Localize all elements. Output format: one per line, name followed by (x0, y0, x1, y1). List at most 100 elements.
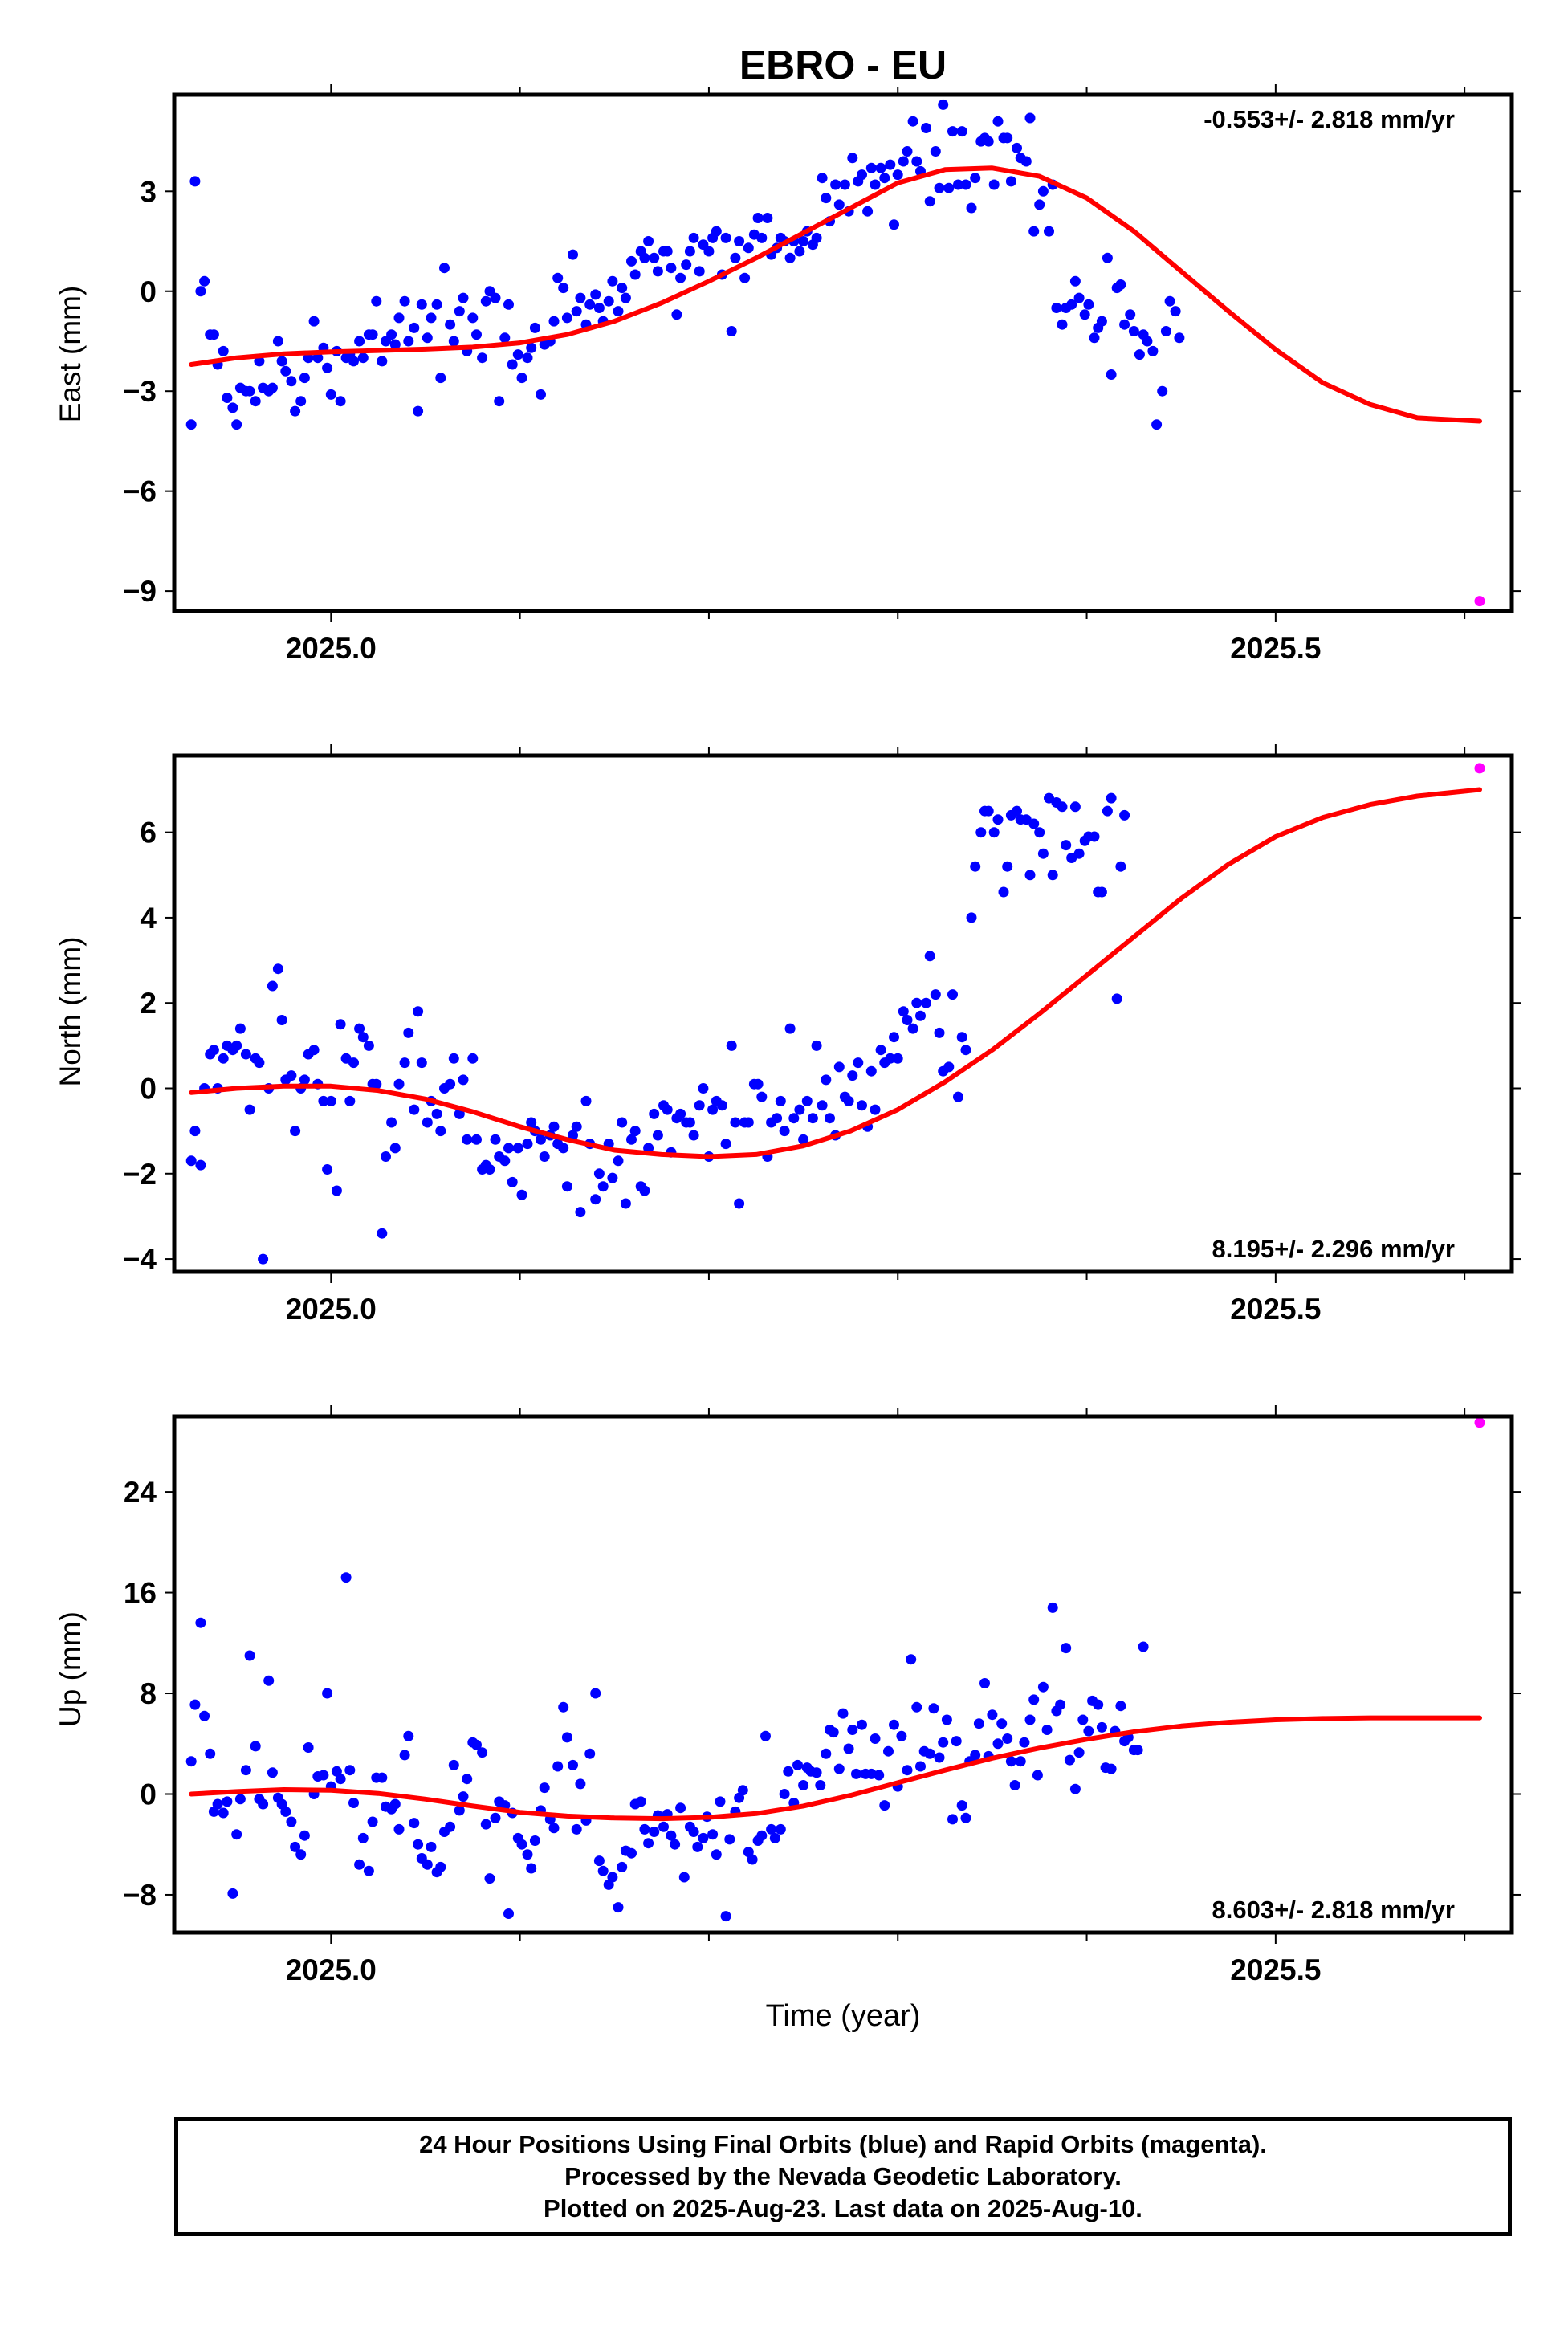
north-final-point (381, 1151, 391, 1162)
north-final-point (580, 1095, 592, 1106)
north-final-point (389, 1143, 401, 1154)
east-final-point (548, 316, 560, 327)
east-final-point (272, 336, 283, 347)
up-final-point (928, 1703, 939, 1714)
east-final-point (367, 329, 378, 340)
east-final-point (244, 385, 255, 397)
up-rate-label: 8.603+/- 2.818 mm/yr (1212, 1896, 1455, 1924)
east-final-point (1115, 279, 1126, 290)
east-final-point (593, 303, 605, 313)
north-final-point (607, 1172, 618, 1183)
east-final-point (389, 339, 401, 350)
east-x-tick-label: 2025.0 (286, 632, 377, 665)
north-final-point (756, 1091, 768, 1102)
up-final-point (938, 1737, 949, 1748)
up-final-point (779, 1789, 790, 1799)
footer-box: 24 Hour Positions Using Final Orbits (bl… (174, 2117, 1512, 2236)
footer-line-orbits: 24 Hour Positions Using Final Orbits (bl… (419, 2130, 1267, 2158)
north-final-point (536, 1134, 546, 1145)
east-final-point (739, 272, 751, 283)
east-rapid-point (1474, 596, 1485, 607)
east-final-point (1102, 252, 1113, 263)
east-final-point (435, 373, 446, 384)
up-final-point (458, 1791, 469, 1802)
up-final-point (1037, 1681, 1049, 1693)
east-final-point (276, 356, 287, 367)
north-final-point (575, 1207, 586, 1218)
east-final-point (295, 396, 307, 407)
east-final-point (536, 389, 546, 400)
up-final-point (879, 1800, 890, 1811)
up-final-point (874, 1770, 885, 1781)
north-final-point (649, 1108, 660, 1119)
north-final-point (843, 1095, 854, 1106)
up-final-point (707, 1829, 719, 1840)
footer-line-processed: Processed by the Nevada Geodetic Laborat… (564, 2162, 1122, 2190)
north-final-point (448, 1053, 459, 1064)
east-final-point (1106, 369, 1117, 380)
east-final-point (652, 266, 663, 277)
up-final-point (775, 1823, 786, 1835)
up-final-point (1002, 1733, 1013, 1744)
north-final-point (865, 1065, 877, 1077)
up-final-point (548, 1823, 560, 1834)
up-final-point (575, 1778, 586, 1790)
north-final-point (471, 1134, 482, 1145)
north-final-point (522, 1139, 533, 1150)
up-final-point (258, 1798, 269, 1810)
east-final-point (1066, 299, 1077, 310)
up-final-point (1009, 1780, 1020, 1790)
north-final-point (743, 1117, 754, 1128)
east-final-point (267, 382, 278, 393)
north-plot-frame (172, 753, 1514, 1274)
up-final-point (539, 1782, 550, 1794)
north-final-point (953, 1091, 963, 1102)
east-final-point (943, 182, 955, 193)
up-final-point (724, 1834, 735, 1845)
up-plot-frame (172, 1414, 1514, 1935)
up-final-point (234, 1794, 246, 1805)
east-final-point (643, 236, 654, 246)
north-final-point (331, 1185, 342, 1196)
north-final-point (801, 1095, 813, 1106)
north-final-point (1034, 827, 1045, 838)
north-final-point (857, 1100, 867, 1111)
up-final-point (688, 1827, 699, 1837)
east-final-point (522, 352, 533, 364)
north-final-point (707, 1104, 719, 1115)
up-final-point (666, 1830, 677, 1841)
up-final-point (448, 1759, 459, 1770)
north-final-point (794, 1104, 805, 1115)
north-final-point (652, 1130, 663, 1141)
east-final-point (720, 232, 731, 243)
north-final-point (467, 1053, 479, 1064)
north-final-point (807, 1113, 818, 1124)
east-final-point (1151, 419, 1163, 430)
north-final-point (590, 1194, 601, 1205)
up-final-point (1083, 1725, 1094, 1737)
east-final-point (830, 179, 841, 190)
up-final-point (798, 1780, 809, 1790)
up-final-point (212, 1798, 223, 1810)
up-final-point (769, 1832, 780, 1843)
east-final-point (403, 336, 414, 347)
up-final-point (299, 1830, 310, 1841)
up-final-point (837, 1708, 849, 1719)
east-final-point (1089, 332, 1100, 344)
north-final-point (254, 1057, 265, 1069)
north-final-point (335, 1019, 346, 1030)
up-y-tick-label: 24 (124, 1476, 157, 1509)
up-final-point (783, 1766, 794, 1777)
east-final-point (857, 169, 867, 181)
east-final-point (399, 295, 410, 307)
up-final-point (435, 1861, 446, 1872)
north-final-point (975, 827, 987, 838)
up-final-point (590, 1688, 601, 1699)
east-final-point (938, 99, 949, 110)
east-final-point (1157, 385, 1168, 397)
east-final-point (1069, 275, 1081, 287)
up-final-point (422, 1859, 433, 1870)
up-final-point (675, 1802, 686, 1814)
up-final-point (851, 1768, 861, 1779)
